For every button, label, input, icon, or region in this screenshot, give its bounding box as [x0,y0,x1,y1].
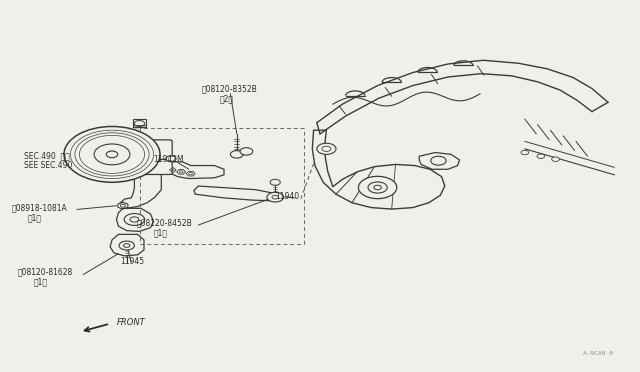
Circle shape [317,143,336,154]
Text: （1）: （1） [154,228,168,237]
Circle shape [267,192,284,202]
Circle shape [106,151,118,158]
Text: （2）: （2） [220,94,234,103]
Polygon shape [177,170,186,174]
Text: 11945: 11945 [120,257,145,266]
Text: 〈1〉: 〈1〉 [28,213,42,222]
Text: SEE SEC.490: SEE SEC.490 [24,161,73,170]
Text: SEC.490  参照: SEC.490 参照 [24,152,70,161]
Circle shape [64,126,160,182]
Polygon shape [167,168,176,172]
Text: Ⓓ08120-8352B: Ⓓ08120-8352B [202,85,257,94]
Circle shape [552,157,559,161]
Circle shape [270,179,280,185]
Text: 11942M: 11942M [154,155,184,164]
FancyBboxPatch shape [125,140,172,174]
Text: ⓝ08918-1081A: ⓝ08918-1081A [12,204,67,213]
Text: A-9CA0 0: A-9CA0 0 [583,352,613,356]
Circle shape [119,241,134,250]
Circle shape [358,176,397,199]
Text: 11940: 11940 [275,192,300,201]
Polygon shape [186,171,195,176]
Circle shape [130,217,139,222]
Circle shape [368,182,387,193]
Text: （1）: （1） [34,277,48,286]
Bar [133,119,146,127]
Circle shape [240,148,253,155]
Circle shape [230,151,243,158]
Circle shape [431,156,446,165]
Circle shape [537,154,545,158]
Circle shape [166,156,176,162]
Polygon shape [118,202,128,209]
Circle shape [521,150,529,155]
Circle shape [124,214,145,225]
Text: Ⓓ08120-81628: Ⓓ08120-81628 [18,268,73,277]
Text: Ⓓ08120-8452B: Ⓓ08120-8452B [136,219,192,228]
Text: FRONT: FRONT [116,318,145,327]
